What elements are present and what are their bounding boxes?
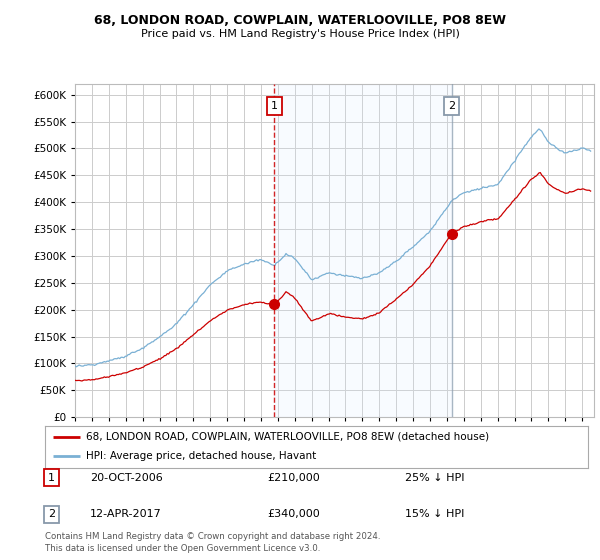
Text: 1: 1 <box>271 101 278 111</box>
Text: Contains HM Land Registry data © Crown copyright and database right 2024.
This d: Contains HM Land Registry data © Crown c… <box>45 533 380 553</box>
Text: 68, LONDON ROAD, COWPLAIN, WATERLOOVILLE, PO8 8EW: 68, LONDON ROAD, COWPLAIN, WATERLOOVILLE… <box>94 14 506 27</box>
Text: Price paid vs. HM Land Registry's House Price Index (HPI): Price paid vs. HM Land Registry's House … <box>140 29 460 39</box>
Text: 68, LONDON ROAD, COWPLAIN, WATERLOOVILLE, PO8 8EW (detached house): 68, LONDON ROAD, COWPLAIN, WATERLOOVILLE… <box>86 432 489 442</box>
Text: HPI: Average price, detached house, Havant: HPI: Average price, detached house, Hava… <box>86 451 316 461</box>
Bar <box>274 84 452 417</box>
Text: 2: 2 <box>48 509 55 519</box>
Text: 20-OCT-2006: 20-OCT-2006 <box>90 473 163 483</box>
Text: 25% ↓ HPI: 25% ↓ HPI <box>405 473 464 483</box>
Text: £210,000: £210,000 <box>267 473 320 483</box>
Text: 2: 2 <box>448 101 455 111</box>
Text: £340,000: £340,000 <box>267 509 320 519</box>
Text: 12-APR-2017: 12-APR-2017 <box>90 509 162 519</box>
Text: 1: 1 <box>48 473 55 483</box>
Text: 15% ↓ HPI: 15% ↓ HPI <box>405 509 464 519</box>
